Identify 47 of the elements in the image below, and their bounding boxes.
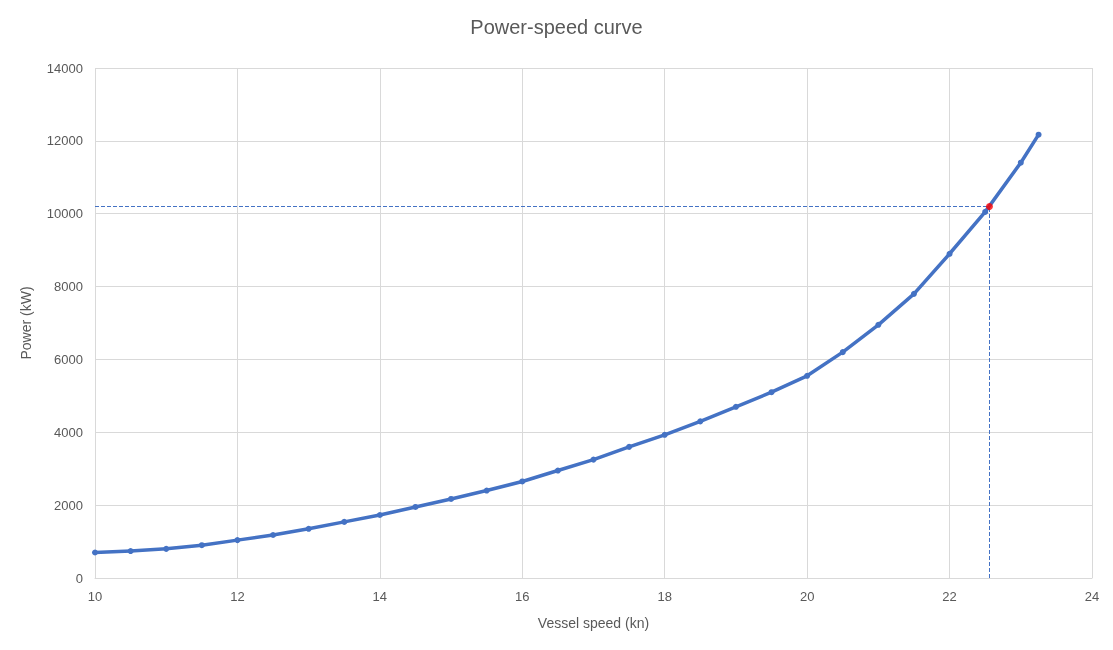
point xyxy=(270,532,277,539)
point xyxy=(768,389,775,396)
point xyxy=(305,525,312,532)
y-tick-label: 0 xyxy=(75,570,83,586)
point xyxy=(839,349,846,356)
point xyxy=(127,548,134,555)
point xyxy=(697,418,704,425)
y-tick-label: 2000 xyxy=(54,497,83,513)
y-tick-label: 14000 xyxy=(46,60,83,76)
x-axis-title: Vessel speed (kn) xyxy=(537,615,650,631)
x-tick-label: 10 xyxy=(87,589,103,604)
x-tick-label: 14 xyxy=(372,589,388,604)
chart-title: Power-speed curve xyxy=(470,16,643,38)
point xyxy=(92,549,98,556)
point xyxy=(875,321,882,328)
point xyxy=(661,431,668,438)
point xyxy=(1017,159,1024,166)
y-tick-label: 4000 xyxy=(54,424,83,440)
point xyxy=(376,511,383,518)
x-tick-label: 22 xyxy=(942,589,957,604)
point xyxy=(732,403,739,410)
x-tick-label: 24 xyxy=(1084,589,1100,604)
point xyxy=(910,290,917,297)
point xyxy=(804,372,811,379)
x-tick-label: 20 xyxy=(799,589,815,604)
y-tick-label: 10000 xyxy=(46,206,83,222)
point xyxy=(554,467,561,474)
x-tick-label: 12 xyxy=(230,589,245,604)
point xyxy=(198,542,205,549)
x-tick-label: 18 xyxy=(657,589,672,604)
x-tick-label: 16 xyxy=(515,589,530,604)
y-tick-label: 6000 xyxy=(54,351,83,367)
point xyxy=(234,537,241,544)
point xyxy=(412,503,419,510)
point xyxy=(448,495,455,502)
point xyxy=(1035,131,1042,138)
point xyxy=(483,487,490,494)
point xyxy=(946,250,953,257)
point xyxy=(982,208,989,215)
y-tick-label: 8000 xyxy=(54,279,83,295)
point xyxy=(985,202,993,210)
y-tick-label: 12000 xyxy=(46,133,83,149)
point xyxy=(626,443,633,450)
point xyxy=(341,518,348,525)
point xyxy=(590,456,597,463)
y-axis-title: Power (kW) xyxy=(18,286,34,360)
point xyxy=(163,545,170,552)
